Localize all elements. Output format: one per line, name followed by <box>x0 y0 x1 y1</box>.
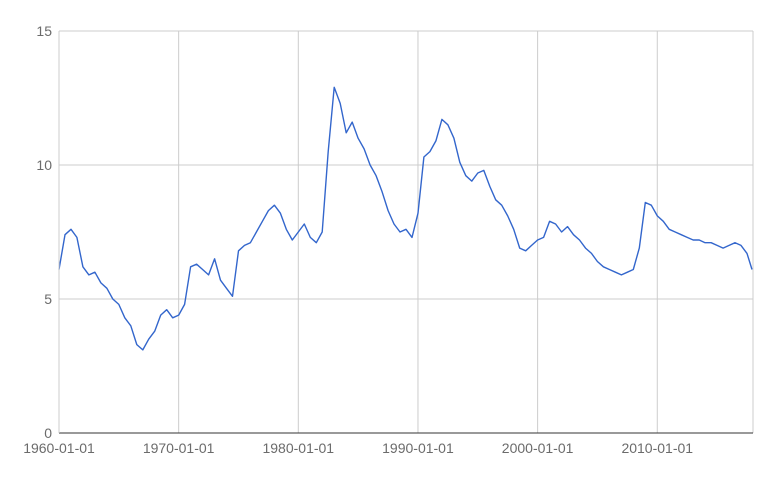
series-layer <box>58 86 753 351</box>
x-tick-label: 2010-01-01 <box>621 440 693 456</box>
y-tick-label: 15 <box>36 23 52 39</box>
axes <box>58 31 753 434</box>
x-tick-label: 1990-01-01 <box>382 440 454 456</box>
x-tick-label: 2000-01-01 <box>502 440 574 456</box>
y-tick-label: 10 <box>36 157 52 173</box>
x-tick-label: 1970-01-01 <box>143 440 215 456</box>
tick-labels: 0 5 10 15 1960-01-01 1970-01-01 1980-01-01 1990… <box>23 23 693 456</box>
series-line <box>58 86 753 351</box>
y-tick-label: 5 <box>44 291 52 307</box>
y-tick-label: 0 <box>44 425 52 441</box>
x-tick-label: 1960-01-01 <box>23 440 95 456</box>
gridlines <box>58 30 754 433</box>
x-tick-label: 1980-01-01 <box>262 440 334 456</box>
